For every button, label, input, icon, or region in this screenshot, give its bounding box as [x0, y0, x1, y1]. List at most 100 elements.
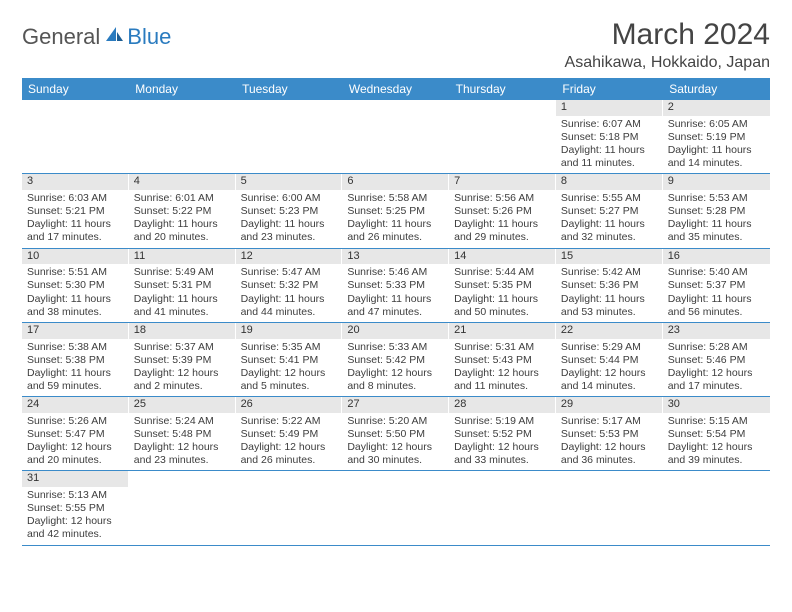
daylight-text: Daylight: 12 hours and 30 minutes.: [347, 441, 444, 467]
calendar-cell: [342, 471, 449, 545]
day-number: 23: [663, 323, 770, 339]
sunrise-text: Sunrise: 5:29 AM: [561, 341, 658, 354]
sunrise-text: Sunrise: 5:35 AM: [241, 341, 338, 354]
daylight-text: Daylight: 11 hours and 29 minutes.: [454, 218, 551, 244]
sunset-text: Sunset: 5:42 PM: [347, 354, 444, 367]
sunset-text: Sunset: 5:46 PM: [668, 354, 765, 367]
day-number: 15: [556, 249, 663, 265]
calendar-cell: [129, 100, 236, 174]
day-details: Sunrise: 5:24 AMSunset: 5:48 PMDaylight:…: [129, 413, 236, 471]
weekday-saturday: Saturday: [663, 78, 770, 100]
day-number: 6: [342, 174, 449, 190]
day-details: [236, 487, 343, 531]
calendar-cell: 13Sunrise: 5:46 AMSunset: 5:33 PMDayligh…: [342, 248, 449, 322]
day-details: [22, 116, 129, 160]
calendar-cell: 2Sunrise: 6:05 AMSunset: 5:19 PMDaylight…: [663, 100, 770, 174]
day-number: 16: [663, 249, 770, 265]
sunrise-text: Sunrise: 6:01 AM: [134, 192, 231, 205]
sunset-text: Sunset: 5:28 PM: [668, 205, 765, 218]
day-details: [449, 116, 556, 160]
sunset-text: Sunset: 5:18 PM: [561, 131, 658, 144]
sunset-text: Sunset: 5:44 PM: [561, 354, 658, 367]
daylight-text: Daylight: 11 hours and 35 minutes.: [668, 218, 765, 244]
sunrise-text: Sunrise: 5:24 AM: [134, 415, 231, 428]
calendar-cell: 20Sunrise: 5:33 AMSunset: 5:42 PMDayligh…: [342, 322, 449, 396]
day-number: 2: [663, 100, 770, 116]
sunrise-text: Sunrise: 5:40 AM: [668, 266, 765, 279]
calendar-cell: [22, 100, 129, 174]
daylight-text: Daylight: 11 hours and 23 minutes.: [241, 218, 338, 244]
calendar-cell: 26Sunrise: 5:22 AMSunset: 5:49 PMDayligh…: [236, 397, 343, 471]
calendar-cell: 16Sunrise: 5:40 AMSunset: 5:37 PMDayligh…: [663, 248, 770, 322]
day-number: 10: [22, 249, 129, 265]
sunrise-text: Sunrise: 5:53 AM: [668, 192, 765, 205]
daylight-text: Daylight: 11 hours and 11 minutes.: [561, 144, 658, 170]
daylight-text: Daylight: 12 hours and 26 minutes.: [241, 441, 338, 467]
day-number: 22: [556, 323, 663, 339]
sunset-text: Sunset: 5:25 PM: [347, 205, 444, 218]
calendar-cell: 15Sunrise: 5:42 AMSunset: 5:36 PMDayligh…: [556, 248, 663, 322]
weekday-monday: Monday: [129, 78, 236, 100]
day-number: 7: [449, 174, 556, 190]
calendar-cell: 29Sunrise: 5:17 AMSunset: 5:53 PMDayligh…: [556, 397, 663, 471]
sunset-text: Sunset: 5:31 PM: [134, 279, 231, 292]
day-number: [449, 471, 556, 487]
day-details: Sunrise: 5:26 AMSunset: 5:47 PMDaylight:…: [22, 413, 129, 471]
day-details: Sunrise: 5:58 AMSunset: 5:25 PMDaylight:…: [342, 190, 449, 248]
logo-text-blue: Blue: [127, 24, 171, 50]
calendar-cell: 7Sunrise: 5:56 AMSunset: 5:26 PMDaylight…: [449, 174, 556, 248]
day-number: 29: [556, 397, 663, 413]
day-number: [342, 100, 449, 116]
day-number: [556, 471, 663, 487]
calendar-cell: 12Sunrise: 5:47 AMSunset: 5:32 PMDayligh…: [236, 248, 343, 322]
daylight-text: Daylight: 11 hours and 56 minutes.: [668, 293, 765, 319]
calendar-cell: 10Sunrise: 5:51 AMSunset: 5:30 PMDayligh…: [22, 248, 129, 322]
day-details: Sunrise: 5:13 AMSunset: 5:55 PMDaylight:…: [22, 487, 129, 545]
calendar-cell: 23Sunrise: 5:28 AMSunset: 5:46 PMDayligh…: [663, 322, 770, 396]
day-details: Sunrise: 5:20 AMSunset: 5:50 PMDaylight:…: [342, 413, 449, 471]
calendar-cell: 28Sunrise: 5:19 AMSunset: 5:52 PMDayligh…: [449, 397, 556, 471]
day-number: 24: [22, 397, 129, 413]
daylight-text: Daylight: 11 hours and 32 minutes.: [561, 218, 658, 244]
daylight-text: Daylight: 11 hours and 53 minutes.: [561, 293, 658, 319]
weekday-thursday: Thursday: [449, 78, 556, 100]
sunrise-text: Sunrise: 5:13 AM: [27, 489, 124, 502]
day-details: Sunrise: 5:55 AMSunset: 5:27 PMDaylight:…: [556, 190, 663, 248]
sunrise-text: Sunrise: 5:49 AM: [134, 266, 231, 279]
calendar-cell: 11Sunrise: 5:49 AMSunset: 5:31 PMDayligh…: [129, 248, 236, 322]
sunrise-text: Sunrise: 5:26 AM: [27, 415, 124, 428]
sunset-text: Sunset: 5:39 PM: [134, 354, 231, 367]
calendar-cell: 9Sunrise: 5:53 AMSunset: 5:28 PMDaylight…: [663, 174, 770, 248]
day-details: Sunrise: 5:19 AMSunset: 5:52 PMDaylight:…: [449, 413, 556, 471]
daylight-text: Daylight: 11 hours and 50 minutes.: [454, 293, 551, 319]
sunrise-text: Sunrise: 6:07 AM: [561, 118, 658, 131]
sunset-text: Sunset: 5:37 PM: [668, 279, 765, 292]
day-details: Sunrise: 5:22 AMSunset: 5:49 PMDaylight:…: [236, 413, 343, 471]
weekday-tuesday: Tuesday: [236, 78, 343, 100]
day-number: 14: [449, 249, 556, 265]
daylight-text: Daylight: 11 hours and 14 minutes.: [668, 144, 765, 170]
day-number: 1: [556, 100, 663, 116]
logo: General Blue: [22, 18, 171, 50]
day-number: 27: [342, 397, 449, 413]
sunset-text: Sunset: 5:41 PM: [241, 354, 338, 367]
sunset-text: Sunset: 5:30 PM: [27, 279, 124, 292]
daylight-text: Daylight: 12 hours and 39 minutes.: [668, 441, 765, 467]
day-number: 30: [663, 397, 770, 413]
sunset-text: Sunset: 5:27 PM: [561, 205, 658, 218]
day-number: [449, 100, 556, 116]
day-number: 25: [129, 397, 236, 413]
day-details: Sunrise: 6:03 AMSunset: 5:21 PMDaylight:…: [22, 190, 129, 248]
day-number: 11: [129, 249, 236, 265]
day-details: Sunrise: 5:51 AMSunset: 5:30 PMDaylight:…: [22, 264, 129, 322]
day-details: [236, 116, 343, 160]
daylight-text: Daylight: 12 hours and 36 minutes.: [561, 441, 658, 467]
daylight-text: Daylight: 11 hours and 59 minutes.: [27, 367, 124, 393]
daylight-text: Daylight: 12 hours and 2 minutes.: [134, 367, 231, 393]
calendar-cell: 24Sunrise: 5:26 AMSunset: 5:47 PMDayligh…: [22, 397, 129, 471]
daylight-text: Daylight: 11 hours and 47 minutes.: [347, 293, 444, 319]
calendar-cell: 30Sunrise: 5:15 AMSunset: 5:54 PMDayligh…: [663, 397, 770, 471]
calendar-cell: 14Sunrise: 5:44 AMSunset: 5:35 PMDayligh…: [449, 248, 556, 322]
day-number: 8: [556, 174, 663, 190]
day-details: Sunrise: 5:33 AMSunset: 5:42 PMDaylight:…: [342, 339, 449, 397]
